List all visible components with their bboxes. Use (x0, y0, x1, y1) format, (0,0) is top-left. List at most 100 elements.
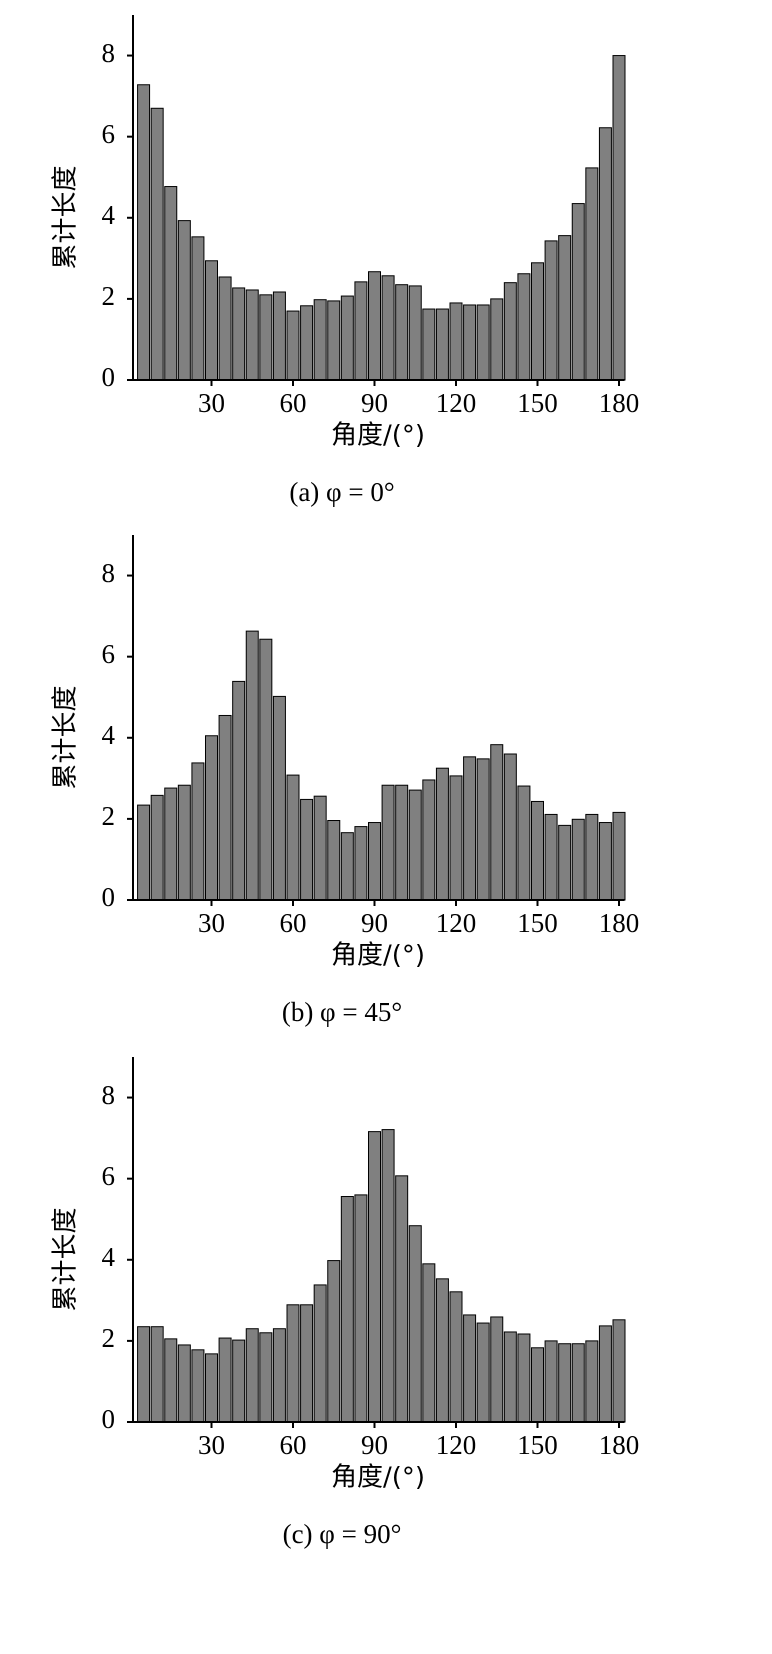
bar (422, 308, 436, 381)
x-axis-label: 角度/(°) (331, 1463, 425, 1493)
y-tick-label: 8 (102, 38, 116, 68)
bar (137, 84, 151, 381)
bar (558, 1343, 572, 1423)
bar (150, 794, 164, 901)
bar (435, 767, 449, 901)
bar (517, 785, 531, 901)
bar (585, 813, 599, 901)
bar (503, 753, 517, 901)
bar (164, 186, 178, 381)
bar (558, 824, 572, 901)
bar (137, 1326, 151, 1423)
y-tick-label: 2 (102, 1323, 116, 1353)
bar (191, 1349, 205, 1423)
bar (327, 300, 341, 381)
caption: (c) φ = 90° (283, 1519, 402, 1549)
y-axis-label: 累计长度 (51, 165, 81, 269)
y-tick-label: 8 (102, 558, 116, 588)
bar (300, 798, 314, 901)
bar (205, 1353, 218, 1423)
bar (232, 680, 246, 901)
bar (463, 304, 477, 381)
bar (395, 284, 409, 381)
x-tick-label: 150 (517, 388, 558, 418)
bar (245, 289, 259, 381)
bar (490, 1316, 504, 1423)
bar (598, 822, 612, 901)
y-tick-label: 0 (102, 1404, 116, 1434)
bar (612, 1319, 626, 1423)
bar (571, 818, 585, 901)
bar (463, 1314, 477, 1423)
x-tick-label: 120 (436, 908, 477, 938)
bar (503, 282, 517, 381)
bar (449, 302, 463, 381)
y-tick-label: 4 (102, 200, 116, 230)
bar (313, 795, 327, 901)
bar (327, 820, 341, 901)
bar (408, 789, 422, 901)
bar (340, 832, 354, 901)
y-tick-label: 2 (102, 281, 116, 311)
bar (476, 1322, 490, 1423)
x-tick-label: 30 (198, 388, 225, 418)
bar (449, 1291, 463, 1423)
bar (205, 260, 218, 381)
bar (150, 1326, 164, 1423)
bar (164, 787, 178, 901)
bar (205, 735, 218, 901)
bar (531, 800, 544, 901)
y-axis-label: 累计长度 (51, 685, 81, 789)
bar (232, 287, 246, 381)
y-tick-label: 8 (102, 1080, 116, 1110)
bar (435, 308, 449, 381)
bar (218, 1337, 232, 1423)
x-tick-label: 90 (361, 388, 388, 418)
bar (585, 167, 599, 381)
bar (164, 1338, 178, 1423)
bar (476, 758, 490, 901)
bar (218, 276, 232, 381)
bar (300, 305, 314, 381)
bar (435, 1278, 449, 1423)
bar (558, 235, 572, 381)
bar (177, 1344, 191, 1423)
bar (408, 285, 422, 381)
bar (544, 1340, 558, 1423)
bar (191, 762, 205, 901)
y-tick-label: 0 (102, 362, 116, 392)
bar (368, 1131, 381, 1423)
bar (313, 299, 327, 381)
x-tick-label: 30 (198, 908, 225, 938)
y-tick-label: 6 (102, 639, 116, 669)
x-tick-label: 30 (198, 1430, 225, 1460)
bar (422, 1263, 436, 1423)
bar (531, 262, 544, 381)
bar (571, 1343, 585, 1423)
bar (503, 1331, 517, 1423)
x-tick-label: 180 (599, 388, 640, 418)
y-tick-label: 6 (102, 119, 116, 149)
x-tick-label: 60 (280, 388, 307, 418)
y-tick-label: 0 (102, 882, 116, 912)
bar (476, 304, 490, 381)
bar (381, 784, 395, 901)
x-axis-label: 角度/(°) (331, 941, 425, 971)
x-tick-label: 150 (517, 908, 558, 938)
x-axis-label: 角度/(°) (331, 421, 425, 451)
bar (368, 271, 381, 381)
bar (272, 1328, 286, 1423)
bar (395, 1175, 409, 1423)
bar (232, 1339, 246, 1423)
bar (531, 1347, 544, 1423)
bar (544, 813, 558, 901)
bar (368, 822, 381, 901)
bar (612, 55, 626, 381)
bar (585, 1340, 599, 1423)
x-tick-label: 60 (280, 908, 307, 938)
bar (272, 695, 286, 901)
bar (259, 638, 273, 901)
y-tick-label: 4 (102, 720, 116, 750)
bar (490, 744, 504, 901)
bar (272, 291, 286, 381)
